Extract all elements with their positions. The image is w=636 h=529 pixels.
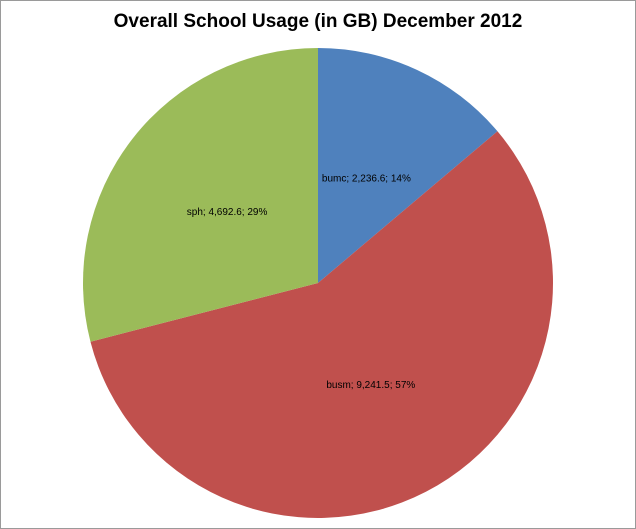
chart-title: Overall School Usage (in GB) December 20… — [114, 11, 523, 32]
data-label: busm; 9,241.5; 57% — [326, 380, 415, 391]
data-label: sph; 4,692.6; 29% — [187, 207, 268, 218]
pie-slice — [90, 131, 554, 518]
pie-slice — [318, 48, 498, 283]
pie-slice — [83, 48, 318, 342]
data-label: bumc; 2,236.6; 14% — [322, 173, 411, 184]
